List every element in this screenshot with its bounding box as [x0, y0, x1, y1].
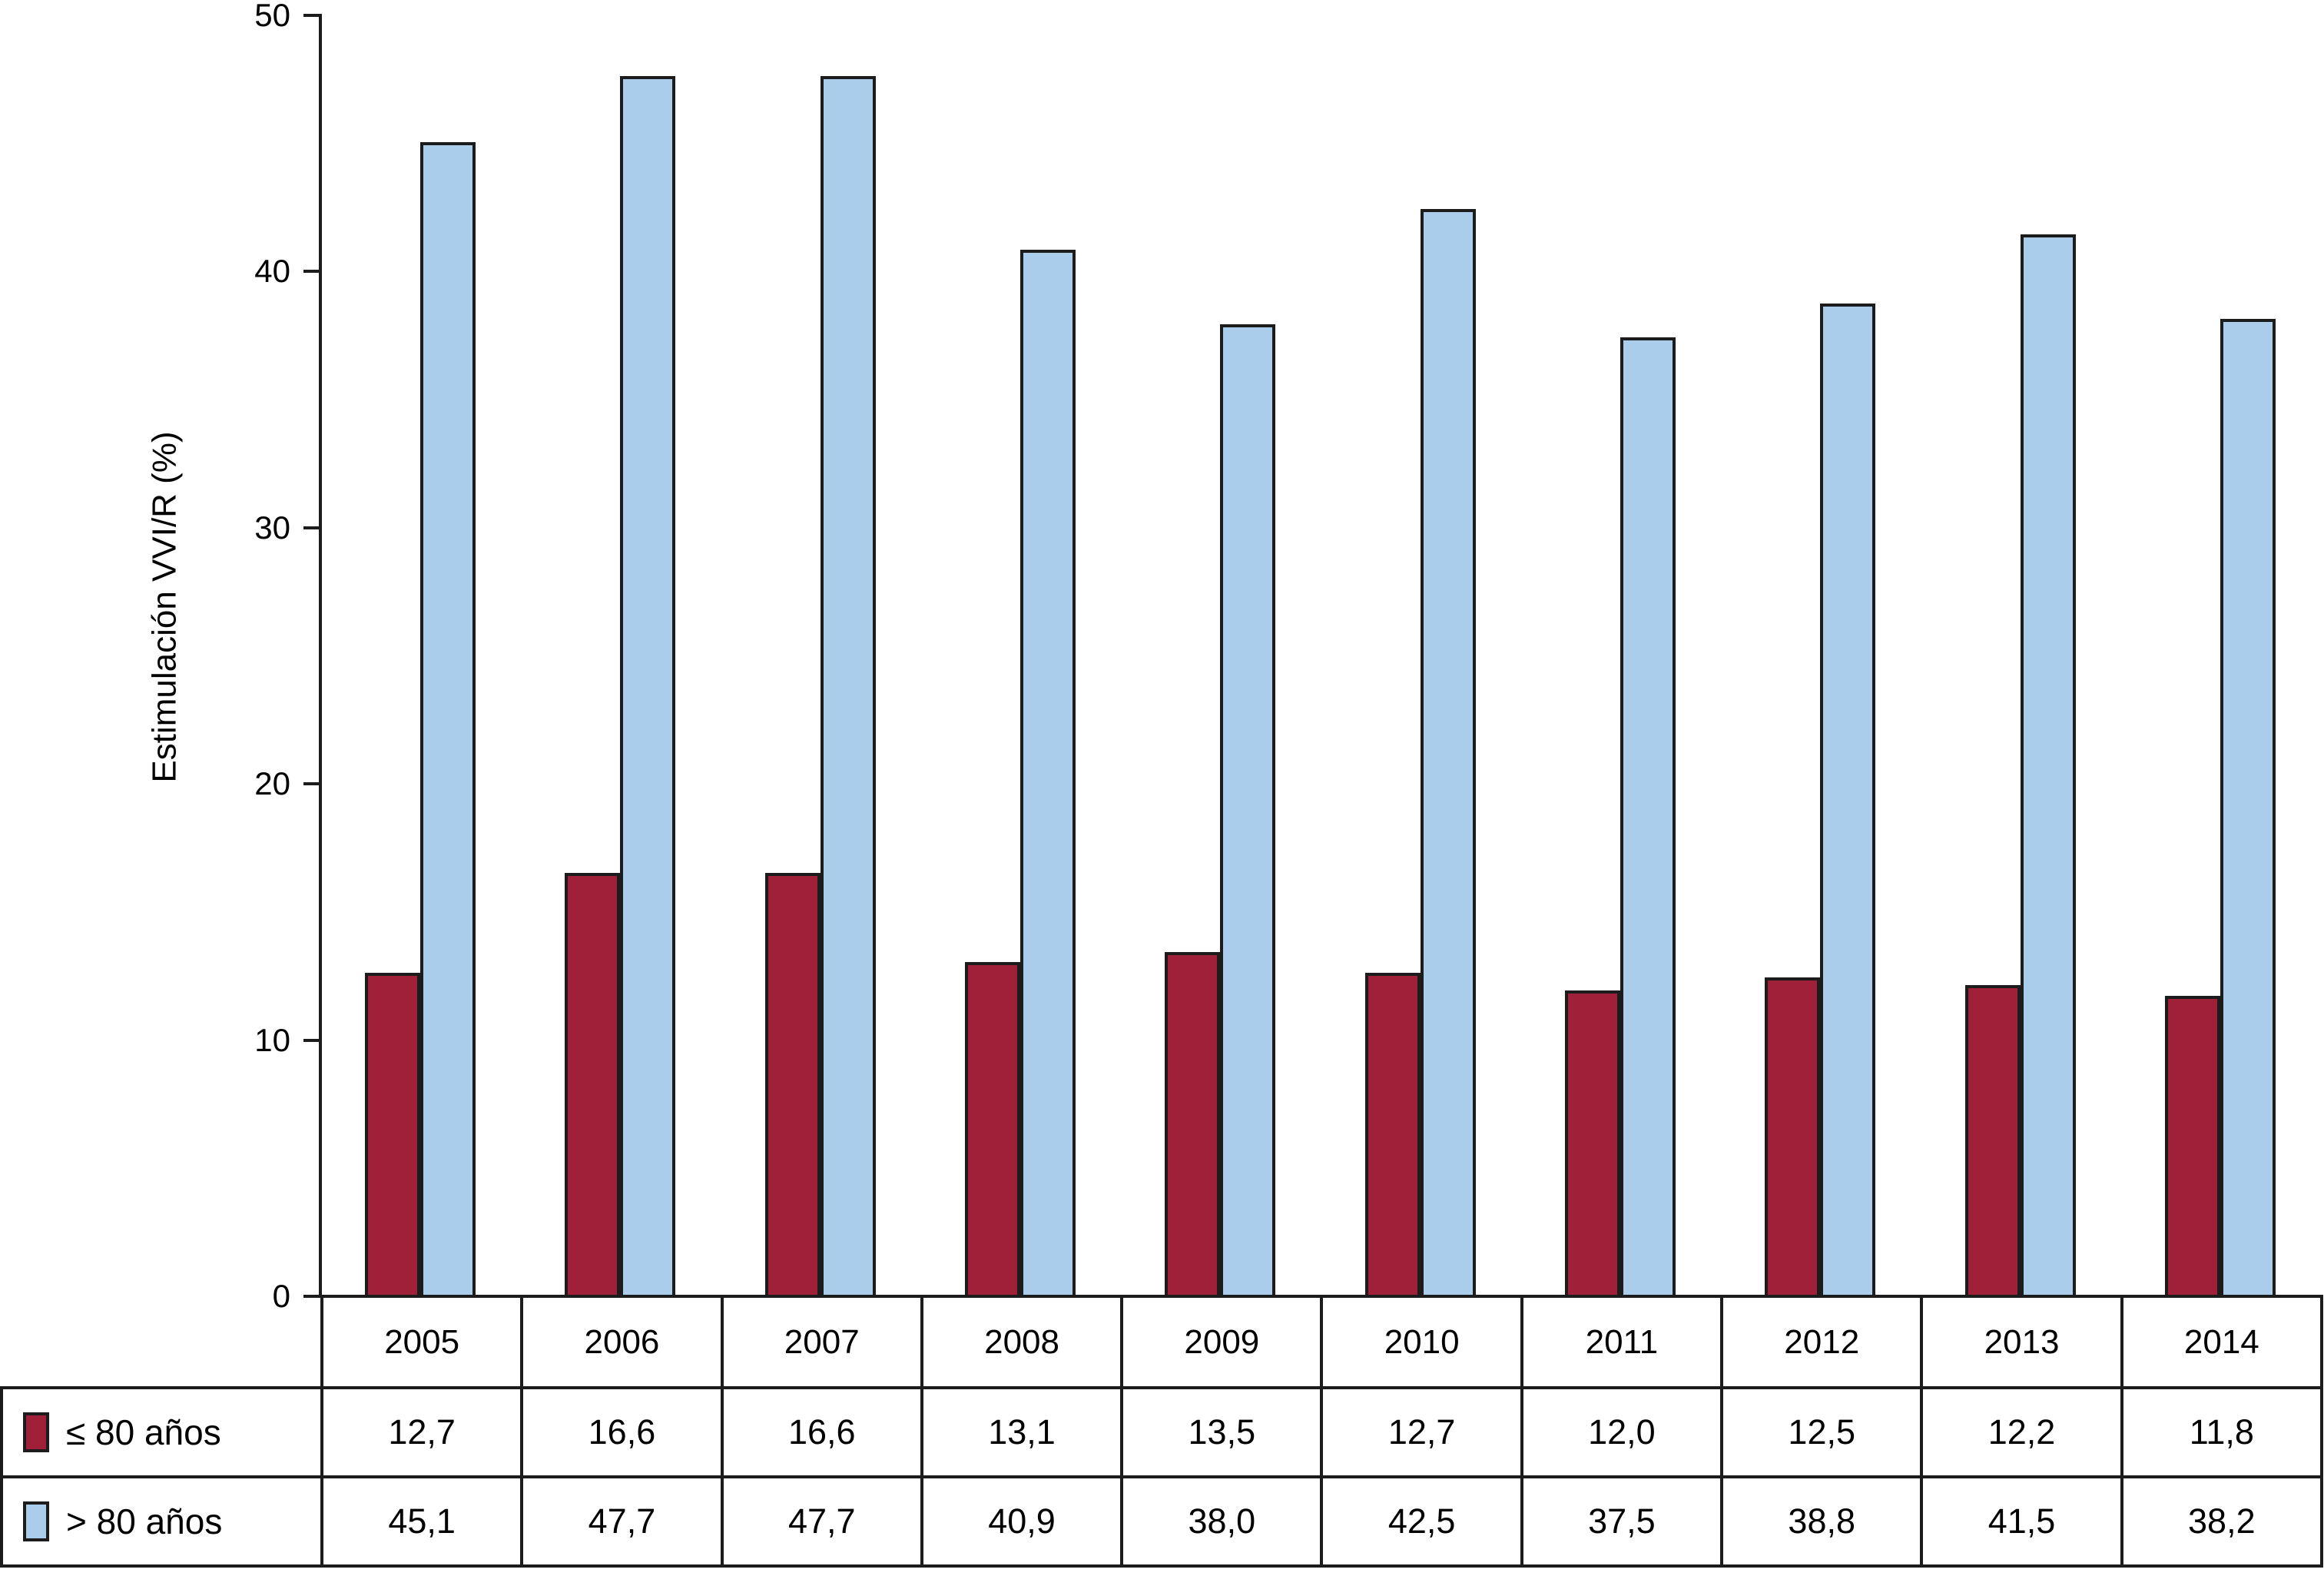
- bar-le80-2008: [965, 962, 1021, 1298]
- value-cell-gt80-2006: 47,7: [520, 1475, 724, 1568]
- bar-gt80-2005: [420, 142, 476, 1298]
- bar-gt80-2009: [1220, 324, 1276, 1298]
- value-cell-gt80-2008: 40,9: [920, 1475, 1124, 1568]
- y-tick-mark: [303, 1295, 319, 1298]
- bar-gt80-2012: [1820, 304, 1876, 1298]
- year-cell-2013: 2013: [1920, 1295, 2123, 1389]
- bar-le80-2007: [764, 873, 821, 1298]
- value-cell-gt80-2012: 38,8: [1720, 1475, 1924, 1568]
- bar-le80-2013: [1964, 985, 2021, 1298]
- legend-swatch-gt80-icon: [23, 1501, 49, 1541]
- bar-le80-2006: [565, 873, 621, 1298]
- y-tick-label: 30: [254, 509, 290, 546]
- value-cell-gt80-2007: 47,7: [720, 1475, 923, 1568]
- value-cell-gt80-2005: 45,1: [320, 1475, 524, 1568]
- bar-gt80-2007: [820, 76, 876, 1298]
- y-tick-mark: [303, 1038, 319, 1042]
- value-cell-le80-2012: 12,5: [1720, 1386, 1924, 1478]
- bar-gt80-2008: [1020, 250, 1076, 1298]
- y-tick-mark: [303, 14, 319, 17]
- legend-label-gt80: > 80 años: [66, 1501, 223, 1541]
- bar-le80-2012: [1765, 977, 1821, 1298]
- bar-gt80-2006: [620, 76, 676, 1298]
- value-cell-le80-2006: 16,6: [520, 1386, 724, 1478]
- legend-cell-le80: ≤ 80 años: [0, 1386, 323, 1478]
- year-cell-2010: 2010: [1320, 1295, 1523, 1389]
- y-axis-line: [319, 14, 322, 1298]
- year-cell-2012: 2012: [1720, 1295, 1924, 1389]
- bar-le80-2011: [1564, 990, 1620, 1298]
- value-cell-gt80-2011: 37,5: [1520, 1475, 1724, 1568]
- series-le80-row: ≤ 80 años 12,7 16,6 16,6 13,1 13,5 12,7 12,0 12…: [0, 1386, 2323, 1478]
- year-cell-2011: 2011: [1520, 1295, 1724, 1389]
- legend-label-le80: ≤ 80 años: [66, 1412, 221, 1452]
- y-tick-label: 40: [254, 253, 290, 290]
- value-cell-gt80-2009: 38,0: [1120, 1475, 1324, 1568]
- bar-le80-2010: [1364, 973, 1421, 1298]
- table-spacer-cell: [2, 1296, 322, 1388]
- value-cell-le80-2009: 13,5: [1120, 1386, 1324, 1478]
- year-header-row: 2005 2006 2007 2008 2009 2010 2011 2012 2013 2014: [2, 1295, 2323, 1389]
- bar-gt80-2011: [1620, 337, 1676, 1298]
- bar-gt80-2014: [2220, 319, 2276, 1298]
- y-tick-label: 0: [272, 1278, 290, 1314]
- value-cell-gt80-2013: 41,5: [1920, 1475, 2123, 1568]
- value-cell-gt80-2014: 38,2: [2120, 1475, 2323, 1568]
- value-cell-le80-2007: 16,6: [720, 1386, 923, 1478]
- year-cell-2009: 2009: [1120, 1295, 1324, 1389]
- y-tick-label: 20: [254, 765, 290, 802]
- year-cell-2008: 2008: [920, 1295, 1124, 1389]
- bar-gt80-2010: [1420, 209, 1476, 1298]
- year-cell-2005: 2005: [320, 1295, 524, 1389]
- year-cell-2014: 2014: [2120, 1295, 2323, 1389]
- year-cell-2006: 2006: [520, 1295, 724, 1389]
- value-cell-le80-2010: 12,7: [1320, 1386, 1523, 1478]
- value-cell-le80-2013: 12,2: [1920, 1386, 2123, 1478]
- bar-gt80-2013: [2020, 234, 2076, 1298]
- bar-le80-2014: [2164, 996, 2220, 1298]
- y-tick-label: 10: [254, 1021, 290, 1058]
- value-cell-le80-2008: 13,1: [920, 1386, 1124, 1478]
- bar-le80-2005: [365, 973, 421, 1298]
- value-cell-le80-2011: 12,0: [1520, 1386, 1724, 1478]
- y-tick-mark: [303, 782, 319, 786]
- bar-le80-2009: [1165, 952, 1221, 1298]
- value-cell-gt80-2010: 42,5: [1320, 1475, 1523, 1568]
- year-cell-2007: 2007: [720, 1295, 923, 1389]
- y-tick-label: 50: [254, 0, 290, 33]
- legend-swatch-le80-icon: [23, 1412, 49, 1452]
- y-tick-mark: [303, 270, 319, 274]
- legend-cell-gt80: > 80 años: [0, 1475, 323, 1568]
- y-axis-title-text: Estimulación VVI/R (%): [146, 431, 184, 783]
- y-tick-mark: [303, 526, 319, 529]
- data-table: 2005 2006 2007 2008 2009 2010 2011 2012 2013 2014…: [0, 1295, 2323, 1568]
- series-gt80-row: > 80 años 45,1 47,7 47,7 40,9 38,0 42,5 37,5 38…: [0, 1475, 2323, 1568]
- value-cell-le80-2005: 12,7: [320, 1386, 524, 1478]
- value-cell-le80-2014: 11,8: [2120, 1386, 2323, 1478]
